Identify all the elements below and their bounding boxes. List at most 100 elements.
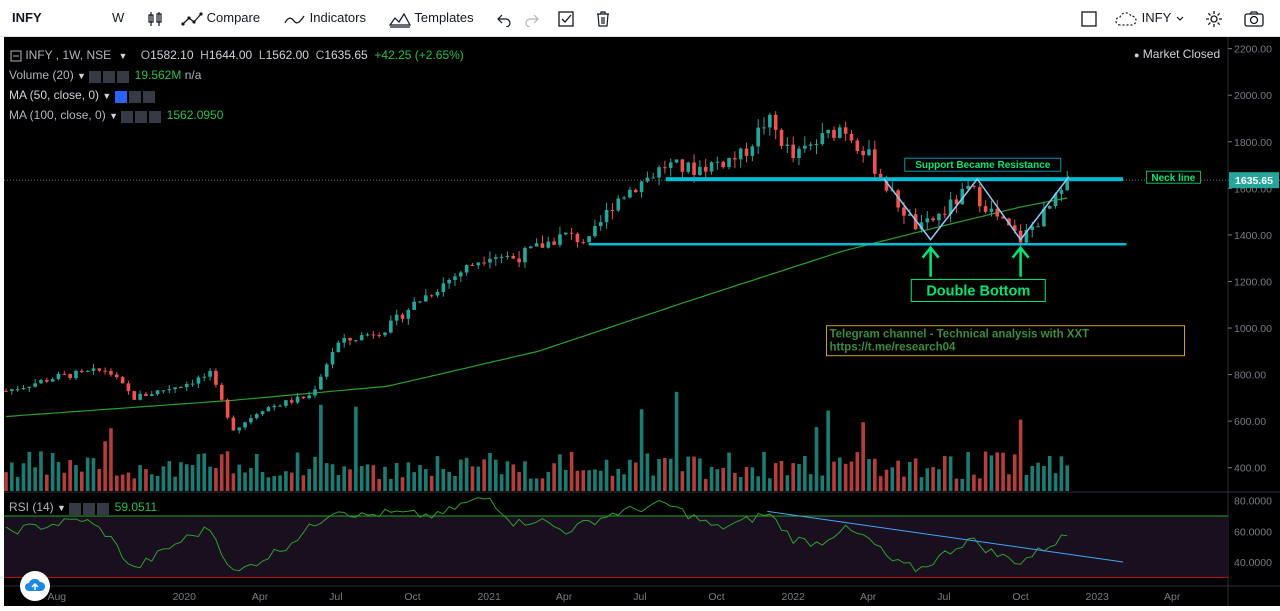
eye-icon[interactable]	[114, 90, 127, 103]
volume-bar	[453, 476, 457, 491]
cloud-logo-icon[interactable]	[20, 571, 50, 601]
snapshot-button[interactable]	[1243, 0, 1265, 36]
volume-bar	[354, 406, 358, 491]
gear-icon[interactable]	[83, 502, 96, 515]
volume-bar	[319, 404, 323, 491]
chart-type-icon[interactable]	[146, 0, 164, 36]
candle-body	[546, 241, 551, 248]
volume-bar	[231, 473, 236, 491]
symbol-search[interactable]: INFY	[12, 10, 42, 25]
volume-bar	[80, 471, 84, 491]
candle-body	[62, 373, 67, 375]
volume-bar	[68, 459, 72, 491]
candle-body	[698, 166, 702, 175]
close-icon[interactable]	[117, 70, 130, 83]
settings-button[interactable]	[1204, 0, 1224, 36]
candle-body	[138, 393, 142, 400]
candle-body	[237, 427, 242, 431]
volume-bar	[464, 457, 469, 491]
volume-bar	[307, 469, 312, 491]
volume-bar	[190, 465, 195, 491]
volume-bar	[493, 459, 498, 491]
candle-body	[132, 391, 137, 400]
candle-body	[429, 295, 434, 297]
close-icon[interactable]	[97, 502, 110, 515]
volume-bar	[389, 478, 393, 491]
candle-body	[476, 262, 481, 266]
alert-symbol-button[interactable]: INFY	[1114, 0, 1185, 36]
candle-body	[470, 265, 475, 267]
candle-body	[977, 186, 982, 207]
gear-icon[interactable]	[135, 110, 148, 123]
candle-body	[97, 368, 102, 371]
volume-bar	[995, 452, 1000, 491]
candle-body	[633, 189, 638, 193]
volume-bar	[820, 475, 825, 491]
candle-body	[184, 383, 189, 388]
interval-button[interactable]: W	[112, 10, 125, 25]
volume-bar	[120, 474, 125, 491]
candle-body	[301, 396, 306, 399]
candle-body	[348, 337, 352, 341]
volume-bar	[849, 461, 854, 491]
checklist-button[interactable]	[557, 0, 575, 36]
eye-icon[interactable]	[69, 502, 82, 515]
candle-body	[284, 400, 288, 406]
chevron-down-icon[interactable]: ▼	[57, 503, 66, 513]
candle-body	[196, 377, 201, 384]
delete-button[interactable]	[594, 0, 612, 36]
collapse-icon[interactable]	[10, 50, 22, 62]
volume-bar	[219, 454, 224, 491]
price-chart[interactable]: Support Became Resistance Neck line Double…	[4, 37, 1280, 606]
change-value: +42.25 (+2.65%)	[374, 48, 464, 62]
eye-icon[interactable]	[89, 70, 102, 83]
chevron-down-icon	[1176, 16, 1184, 21]
volume-bar	[919, 477, 924, 491]
volume-bar	[103, 441, 107, 491]
volume-bar	[359, 466, 364, 491]
candle-body	[39, 380, 43, 384]
high-label: H	[200, 48, 209, 62]
price-tick-label: 2000.00	[1234, 90, 1272, 102]
candle-body	[424, 295, 428, 302]
gear-icon[interactable]	[103, 70, 116, 83]
volume-bar	[581, 470, 586, 491]
candle-body	[155, 390, 160, 395]
compare-label: Compare	[206, 10, 261, 25]
undo-button[interactable]	[496, 0, 512, 36]
volume-bar	[832, 461, 836, 491]
volume-bar	[896, 460, 900, 491]
fullscreen-button[interactable]	[1080, 0, 1098, 36]
eye-icon[interactable]	[121, 110, 134, 123]
close-icon[interactable]	[142, 90, 155, 103]
volume-bar	[768, 478, 772, 491]
time-tick-label: 2023	[1086, 591, 1110, 603]
chevron-down-icon[interactable]: ▼	[118, 51, 128, 61]
gear-icon[interactable]	[128, 90, 141, 103]
candle-body	[342, 337, 346, 343]
close-icon[interactable]	[149, 110, 162, 123]
chevron-down-icon[interactable]: ▼	[102, 91, 112, 101]
redo-button[interactable]	[524, 0, 540, 36]
candle-body	[272, 405, 277, 408]
volume-bar	[91, 458, 96, 491]
candle-body	[447, 279, 451, 284]
templates-icon	[388, 12, 412, 28]
compare-button[interactable]: Compare	[181, 0, 260, 36]
volume-bar	[610, 475, 615, 491]
chevron-down-icon[interactable]: ▼	[77, 71, 86, 81]
candle-body	[371, 334, 376, 336]
volume-bar	[412, 472, 416, 491]
indicators-button[interactable]: Indicators	[284, 0, 366, 36]
candle-body	[750, 146, 755, 156]
volume-bar	[488, 452, 492, 491]
candle-body	[418, 301, 422, 303]
gear-icon	[1206, 10, 1222, 27]
volume-bar	[459, 459, 463, 491]
low-label: L	[258, 48, 266, 62]
chevron-down-icon[interactable]: ▼	[109, 111, 118, 121]
up-arrow-icon	[1011, 245, 1030, 259]
templates-button[interactable]: Templates	[388, 0, 474, 36]
volume-bar	[441, 468, 446, 491]
chart-area[interactable]: Support Became Resistance Neck line Double…	[4, 37, 1280, 606]
